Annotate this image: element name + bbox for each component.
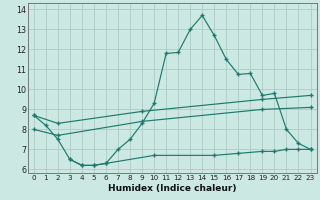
X-axis label: Humidex (Indice chaleur): Humidex (Indice chaleur) xyxy=(108,184,236,193)
